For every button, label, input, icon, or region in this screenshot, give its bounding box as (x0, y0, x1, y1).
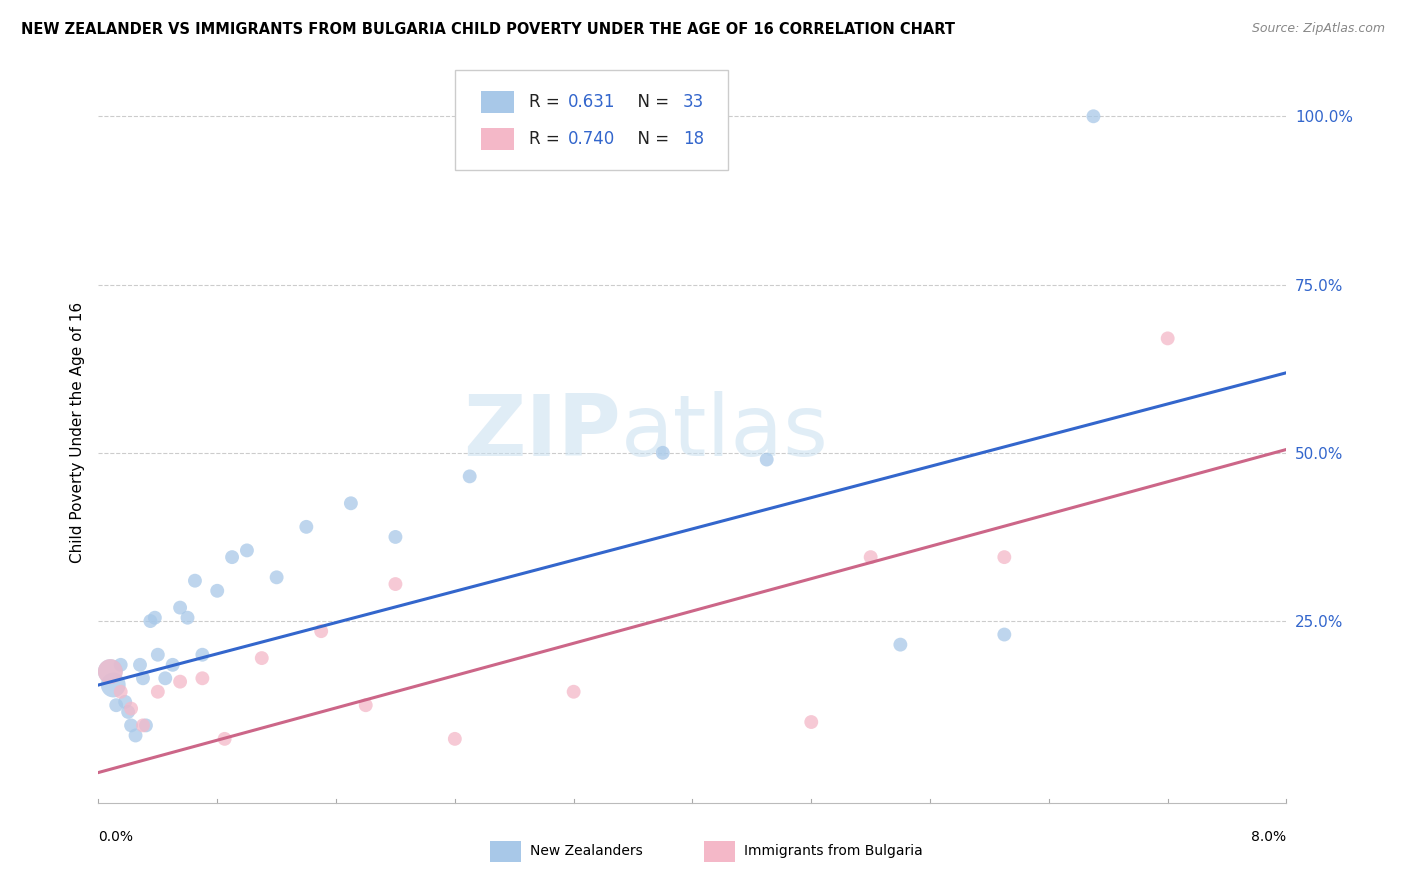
Text: 18: 18 (683, 129, 704, 148)
FancyBboxPatch shape (481, 128, 515, 150)
Point (214, 731, 236, 746)
Point (139, 614, 162, 628)
Text: 0.740: 0.740 (568, 129, 614, 148)
Point (266, 570, 288, 584)
Point (295, 520, 318, 534)
FancyBboxPatch shape (704, 841, 735, 862)
Point (444, 731, 467, 746)
Point (110, 657, 132, 672)
Point (859, 550, 882, 565)
Point (889, 638, 911, 652)
Text: 0.0%: 0.0% (98, 830, 134, 844)
Point (250, 651, 273, 665)
Text: N =: N = (627, 93, 675, 111)
Text: ZIP: ZIP (464, 391, 621, 475)
Text: 0.631: 0.631 (568, 93, 616, 111)
Point (162, 657, 184, 672)
FancyBboxPatch shape (481, 91, 515, 112)
Point (132, 671, 155, 685)
Point (562, 685, 585, 699)
Point (129, 657, 152, 672)
Text: NEW ZEALANDER VS IMMIGRANTS FROM BULGARIA CHILD POVERTY UNDER THE AGE OF 16 CORR: NEW ZEALANDER VS IMMIGRANTS FROM BULGARI… (21, 22, 955, 37)
Y-axis label: Child Poverty Under the Age of 16: Child Poverty Under the Age of 16 (69, 302, 84, 563)
Point (191, 648, 214, 662)
Text: R =: R = (529, 93, 564, 111)
Point (340, 496, 363, 510)
Point (98, 665, 121, 679)
Point (458, 469, 481, 483)
Point (176, 611, 198, 625)
Text: 33: 33 (683, 93, 704, 111)
Point (120, 718, 142, 732)
Point (169, 600, 191, 615)
Point (155, 671, 177, 685)
FancyBboxPatch shape (456, 70, 728, 169)
Point (117, 705, 139, 719)
Point (114, 695, 136, 709)
Point (1083, 109, 1105, 123)
Point (354, 698, 377, 713)
Text: 8.0%: 8.0% (1251, 830, 1286, 844)
Point (98, 665, 121, 679)
Point (146, 685, 169, 699)
Point (993, 627, 1015, 641)
FancyBboxPatch shape (491, 841, 522, 862)
Point (309, 624, 332, 639)
Point (384, 530, 406, 544)
Point (105, 698, 128, 713)
Point (143, 611, 166, 625)
Point (110, 685, 132, 699)
Point (800, 714, 823, 729)
Point (124, 729, 146, 743)
Point (146, 648, 169, 662)
Point (135, 718, 157, 732)
Text: atlas: atlas (621, 391, 830, 475)
Point (651, 446, 673, 460)
Point (755, 452, 778, 467)
Point (169, 674, 191, 689)
Point (236, 543, 259, 558)
Text: Source: ZipAtlas.com: Source: ZipAtlas.com (1251, 22, 1385, 36)
Point (384, 577, 406, 591)
Point (993, 550, 1015, 565)
Point (221, 550, 243, 565)
Point (207, 583, 229, 598)
Text: Immigrants from Bulgaria: Immigrants from Bulgaria (744, 844, 922, 858)
Point (191, 671, 214, 685)
Text: New Zealanders: New Zealanders (530, 844, 643, 858)
Point (120, 701, 142, 715)
Point (184, 574, 207, 588)
Text: N =: N = (627, 129, 675, 148)
Text: R =: R = (529, 129, 564, 148)
Point (132, 718, 155, 732)
Point (103, 678, 125, 692)
Point (1156, 331, 1178, 345)
